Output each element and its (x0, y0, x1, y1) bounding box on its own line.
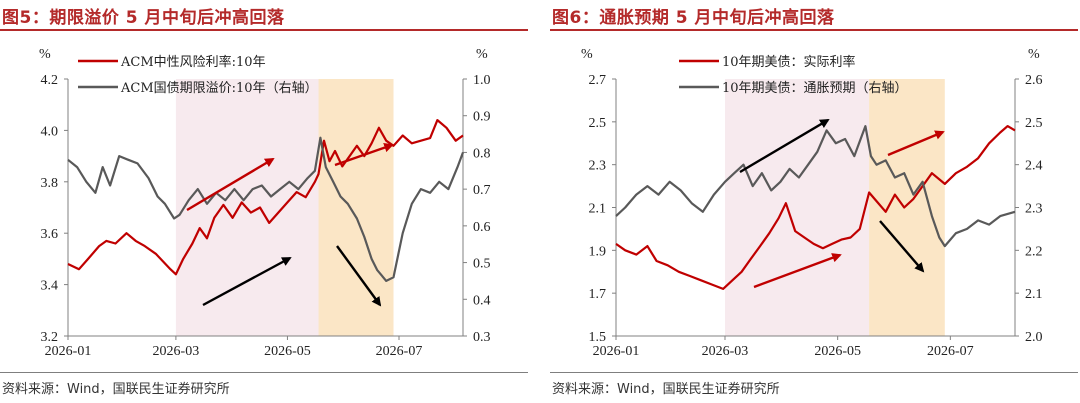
y-left-tick-label: 2.3 (589, 159, 607, 174)
y-left-tick-label: 2.5 (589, 116, 607, 131)
series-line-2 (67, 136, 465, 282)
y-left-tick-label: 3.4 (41, 279, 59, 294)
figure-5-title: 图5：期限溢价 5 月中旬后冲高回落 (2, 8, 285, 28)
figure-5-chart: 3.2 3.4 3.6 3.8 4.0 4.2 0.3 0.4 0.5 0.6 0.7 0.8 0.9 1… (39, 47, 491, 359)
y-left-tick-label: 4.2 (41, 73, 59, 88)
y-right-tick-label: 0.6 (473, 220, 491, 235)
x-tick-label: 2026-01 (593, 344, 640, 359)
y-left-tick-label: 2.1 (589, 202, 607, 217)
figure-6-chart: 1.5 1.7 1.9 2.1 2.3 2.5 2.7 2.0 2.1 2.2 2.3 2.4 2.5 2… (581, 47, 1043, 359)
legend-label: 10年期美债：实际利率 (722, 54, 856, 70)
y-right-tick-label: 0.3 (473, 330, 491, 345)
y-left-tick-label: 3.8 (41, 176, 59, 191)
figure-6-panel: 图6：通胀预期 5 月中旬后冲高回落 1.5 1.7 1.9 2.1 2.3 2.5 2.7… (550, 0, 1080, 403)
series-line-1 (615, 125, 1016, 290)
annotation-arrow-black (739, 118, 830, 174)
y-left-tick-label: 1.9 (589, 244, 607, 259)
y-right-tick-label: 0.8 (473, 146, 491, 161)
annotation-arrow-black (202, 256, 292, 307)
x-tick-label: 2026-01 (45, 344, 92, 359)
y-right-tick-label: 0.4 (473, 293, 491, 308)
x-tick-label: 2026-05 (814, 344, 861, 359)
title-rule (0, 29, 528, 31)
y-right-tick-label: 2.4 (1025, 159, 1043, 174)
figure-6-title: 图6：通胀预期 5 月中旬后冲高回落 (552, 8, 835, 28)
y-right-tick-label: 2.3 (1025, 202, 1043, 217)
source-rule (550, 372, 1078, 373)
y-right-tick-label: 0.5 (473, 257, 491, 272)
right-unit-label: % (476, 47, 488, 62)
left-unit-label: % (581, 47, 593, 62)
legend-label: ACM国债期限溢价:10年（右轴） (120, 81, 318, 96)
series-line-2 (615, 125, 1016, 248)
annotation-arrow-red (887, 130, 945, 157)
y-right-tick-label: 2.0 (1025, 330, 1043, 345)
source-rule (0, 372, 528, 373)
annotation-arrow-red (753, 253, 842, 289)
figure-5-source: 资料来源：Wind，国联民生证券研究所 (2, 382, 230, 397)
shaded-period-pink (724, 79, 870, 336)
shaded-period-orange (869, 79, 945, 336)
annotation-arrow-red (186, 157, 275, 212)
y-right-tick-label: 2.2 (1025, 244, 1043, 259)
title-rule (550, 29, 1078, 31)
legend-label: ACM中性风险利率:10年 (120, 54, 266, 70)
x-tick-label: 2026-07 (927, 344, 974, 359)
y-right-tick-label: 2.5 (1025, 116, 1043, 131)
annotation-arrow-black (879, 220, 925, 273)
y-left-tick-label: 4.0 (41, 124, 59, 139)
x-tick-label: 2026-07 (376, 344, 423, 359)
legend-label: 10年期美债：通胀预期（右轴） (722, 81, 908, 96)
shaded-period-orange (318, 79, 394, 336)
figure-5-panel: 图5：期限溢价 5 月中旬后冲高回落 3.2 3.4 3.6 3.8 4.0 4.2 0.3… (0, 0, 530, 403)
annotation-arrow-black (336, 245, 382, 307)
y-left-tick-label: 1.7 (589, 287, 607, 302)
x-tick-label: 2026-03 (153, 344, 200, 359)
y-right-tick-label: 0.7 (473, 183, 491, 198)
y-right-tick-label: 2.1 (1025, 287, 1043, 302)
y-left-tick-label: 2.7 (589, 73, 607, 88)
figure-6-source: 资料来源：Wind，国联民生证券研究所 (552, 382, 780, 397)
y-right-tick-label: 1.0 (473, 73, 491, 88)
right-unit-label: % (1028, 47, 1040, 62)
x-tick-label: 2026-05 (264, 344, 311, 359)
y-left-tick-label: 3.2 (41, 330, 59, 345)
y-right-tick-label: 2.6 (1025, 73, 1043, 88)
y-left-tick-label: 1.5 (589, 330, 607, 345)
x-tick-label: 2026-03 (702, 344, 749, 359)
y-left-tick-label: 3.6 (41, 227, 59, 242)
left-unit-label: % (39, 47, 51, 62)
annotation-arrow-red (334, 143, 394, 167)
y-right-tick-label: 0.9 (473, 110, 491, 125)
